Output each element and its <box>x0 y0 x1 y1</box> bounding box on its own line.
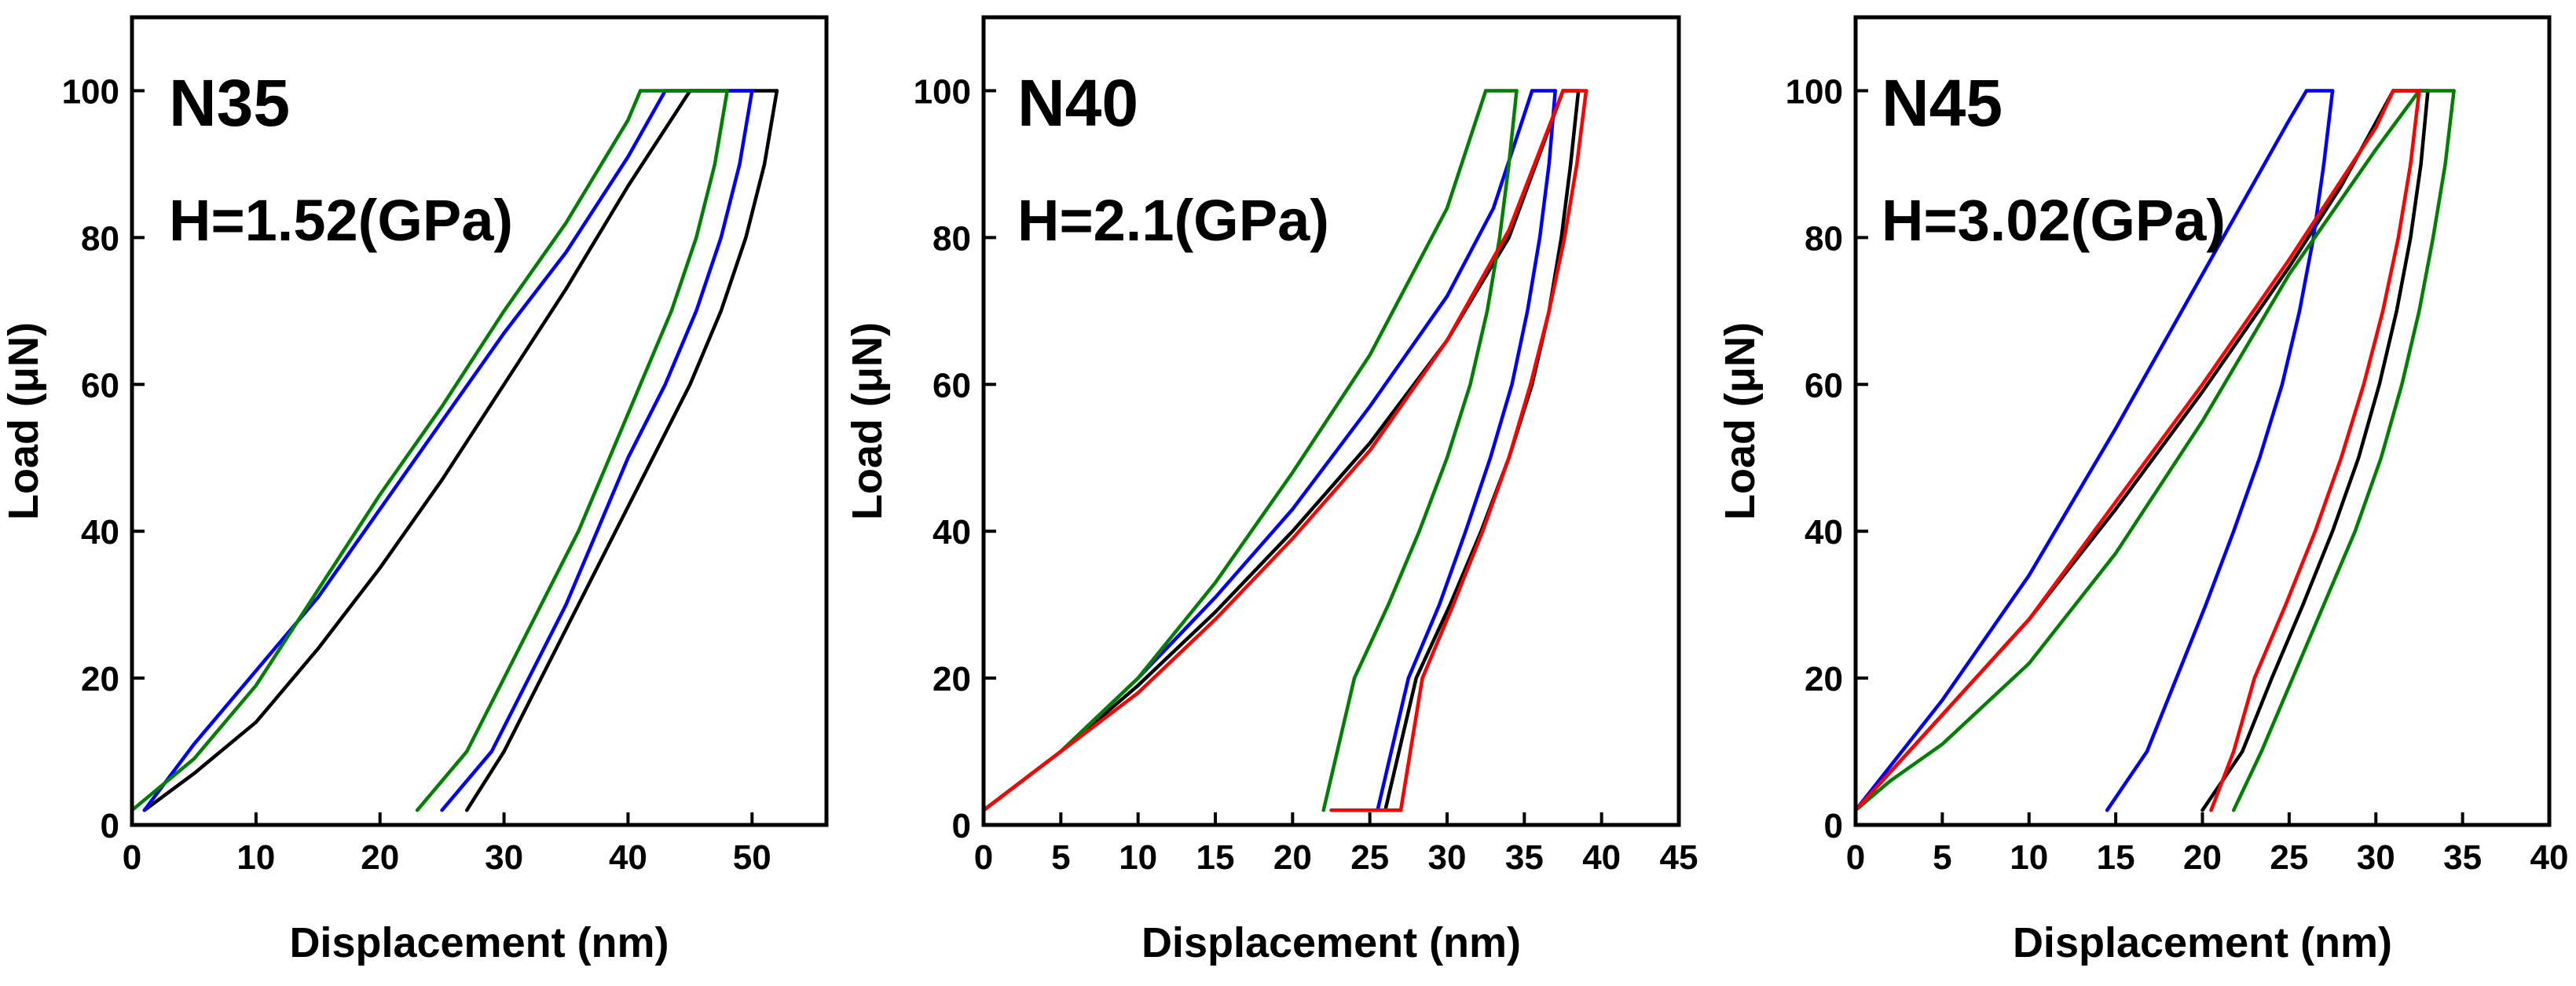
series-green-loading-line <box>1853 89 2421 812</box>
series-green-loading-line <box>130 89 643 812</box>
plot-frame <box>130 15 829 827</box>
y-axis-label: Load (μN) <box>844 322 891 520</box>
y-tick-label: 60 <box>933 366 971 405</box>
series-green-unloading-line <box>415 89 729 812</box>
x-tick-label: 30 <box>1428 838 1467 877</box>
hardness-annotation: H=2.1(GPa) <box>1017 188 1329 253</box>
y-axis-label: Load (μN) <box>1717 322 1764 520</box>
hardness-annotation: H=1.52(GPa) <box>169 188 513 253</box>
series-blue-loading-line <box>1853 89 2309 812</box>
y-tick-label: 20 <box>1805 660 1843 698</box>
x-axis-label: Displacement (nm) <box>1141 919 1521 966</box>
hardness-annotation: H=3.02(GPa) <box>1882 188 2226 253</box>
series-red-unloading-line <box>2209 89 2421 812</box>
x-axis-label: Displacement (nm) <box>2013 919 2392 966</box>
y-tick-label: 20 <box>933 660 971 698</box>
x-tick-label: 20 <box>2183 838 2222 877</box>
x-tick-label: 15 <box>2097 838 2135 877</box>
series-red-loading-line <box>981 89 1565 812</box>
y-tick-label: 40 <box>81 513 119 552</box>
x-tick-label: 0 <box>974 838 993 877</box>
panel-n35: 0 10 20 30 40 50 0 20 40 60 80 100 Displacement (nm)… <box>0 15 829 966</box>
panel-title: N40 <box>1017 66 1138 140</box>
series-blue-loading-line <box>142 89 668 812</box>
x-tick-label: 45 <box>1660 838 1698 877</box>
series-blue-unloading-line <box>440 89 754 812</box>
series-black-unloading-line <box>2200 89 2430 812</box>
y-tick-label: 80 <box>81 219 119 258</box>
y-tick-label: 100 <box>1786 72 1843 111</box>
x-tick-label: 50 <box>733 838 771 877</box>
x-tick-label: 25 <box>2270 838 2308 877</box>
plot-frame <box>981 15 1681 827</box>
x-tick-label: 0 <box>123 838 141 877</box>
series-red-unloading-line <box>1329 89 1588 812</box>
x-tick-label: 40 <box>2530 838 2569 877</box>
y-tick-label: 40 <box>933 513 971 552</box>
y-tick-label: 20 <box>81 660 119 698</box>
x-tick-label: 5 <box>1051 838 1070 877</box>
x-tick-label: 40 <box>1582 838 1621 877</box>
series-red-loading-line <box>1853 89 2395 812</box>
series-green-unloading-line <box>2231 89 2456 812</box>
y-tick-label: 60 <box>1805 366 1843 405</box>
x-tick-label: 25 <box>1350 838 1389 877</box>
x-axis-label: Displacement (nm) <box>289 919 669 966</box>
x-tick-label: 10 <box>236 838 275 877</box>
x-tick-label: 10 <box>1119 838 1157 877</box>
x-tick-label: 5 <box>1933 838 1951 877</box>
x-tick-label: 30 <box>485 838 523 877</box>
x-tick-label: 15 <box>1196 838 1235 877</box>
x-tick-label: 10 <box>2010 838 2048 877</box>
y-tick-label: 100 <box>62 72 119 111</box>
y-tick-label: 0 <box>952 807 971 845</box>
x-tick-label: 35 <box>2443 838 2482 877</box>
series-black-unloading-line <box>464 89 779 812</box>
panel-title: N45 <box>1882 66 2003 140</box>
y-tick-label: 40 <box>1805 513 1843 552</box>
x-tick-label: 0 <box>1846 838 1865 877</box>
panel-n45: 0 5 10 15 20 25 30 35 40 0 20 40 60 80 100 Displacement… <box>1717 15 2569 966</box>
y-axis-label: Load (μN) <box>0 322 47 520</box>
series-green-loading-line <box>981 89 1488 812</box>
x-tick-label: 40 <box>609 838 647 877</box>
y-tick-label: 0 <box>1824 807 1843 845</box>
x-tick-label: 20 <box>361 838 399 877</box>
series-green-unloading-line <box>1321 89 1519 812</box>
x-tick-label: 20 <box>1273 838 1312 877</box>
y-tick-label: 80 <box>1805 219 1843 258</box>
panel-title: N35 <box>169 66 290 140</box>
y-tick-label: 0 <box>101 807 119 845</box>
series-blue-unloading-line <box>1376 89 1557 812</box>
y-tick-label: 80 <box>933 219 971 258</box>
x-tick-label: 30 <box>2357 838 2395 877</box>
x-tick-label: 35 <box>1505 838 1544 877</box>
series-black-loading-line <box>142 89 692 812</box>
series-blue-unloading-line <box>2105 89 2335 812</box>
y-tick-label: 60 <box>81 366 119 405</box>
panel-n40: 0 5 10 15 20 25 30 35 40 45 0 20 40 60 80 100 Displaceme… <box>844 15 1698 966</box>
y-tick-label: 100 <box>914 72 971 111</box>
series-black-unloading-line <box>1383 89 1581 812</box>
